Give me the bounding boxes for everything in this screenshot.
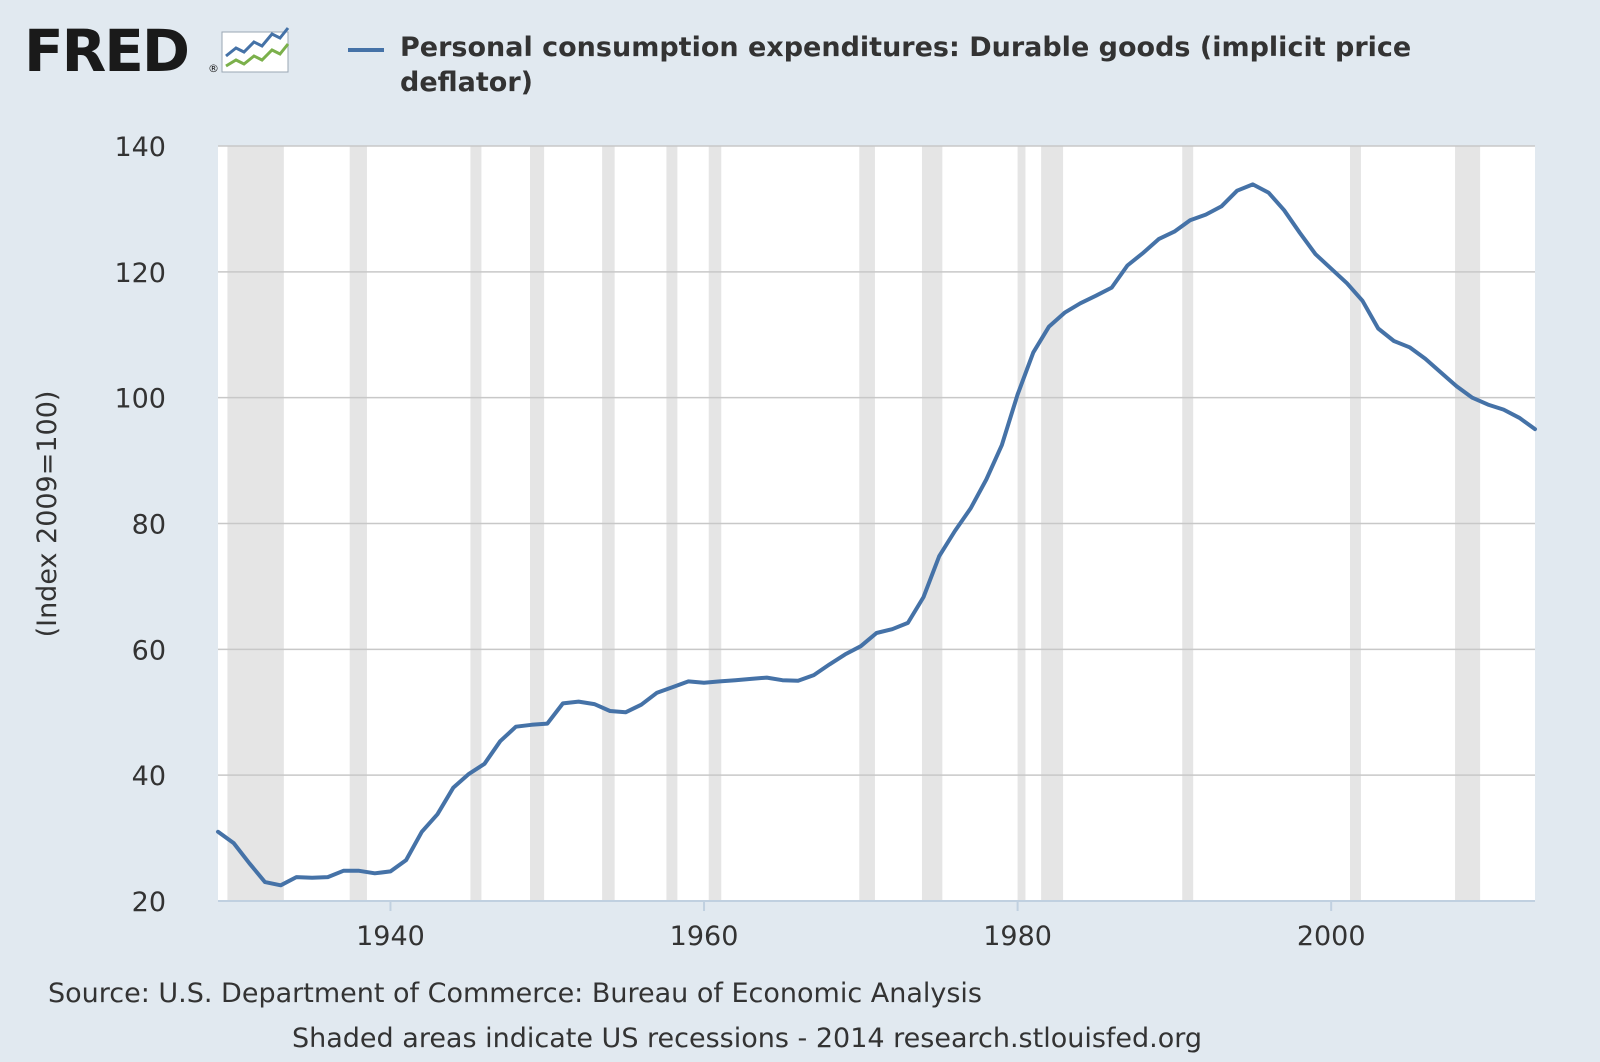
y-axis-tick-labels: 20 40 60 80 100 120 140 (114, 132, 166, 918)
y-tick-label: 140 (114, 132, 166, 163)
x-axis-tick-labels: 1940 1960 1980 2000 (356, 921, 1365, 952)
series-group (216, 182, 1537, 888)
y-tick-label: 20 (132, 887, 166, 918)
y-tick-label: 60 (132, 635, 166, 666)
gridlines (218, 145, 1535, 776)
registered-mark: ® (208, 62, 219, 75)
series-line (216, 182, 1537, 888)
x-tick-label: 1960 (670, 921, 739, 952)
axes (218, 900, 1535, 911)
x-tick-label: 2000 (1297, 921, 1366, 952)
x-tick-label: 1940 (356, 921, 425, 952)
y-tick-label: 100 (114, 384, 166, 415)
fred-logo-text: FRED (24, 17, 190, 85)
legend-series-swatch (348, 48, 384, 52)
y-tick-label: 120 (114, 258, 166, 289)
chart-title: Personal consumption expenditures: Durab… (400, 32, 1412, 98)
fred-chart-icon (221, 27, 290, 73)
source-note: Source: U.S. Department of Commerce: Bur… (48, 978, 982, 1009)
fred-logo: FRED ® (24, 17, 290, 85)
y-tick-label: 40 (132, 761, 166, 792)
x-tick-label: 1980 (983, 921, 1052, 952)
recession-shading-note: Shaded areas indicate US recessions - 20… (292, 1023, 1203, 1054)
y-tick-label: 80 (132, 510, 166, 541)
y-axis-label: (Index 2009=100) (32, 391, 63, 638)
